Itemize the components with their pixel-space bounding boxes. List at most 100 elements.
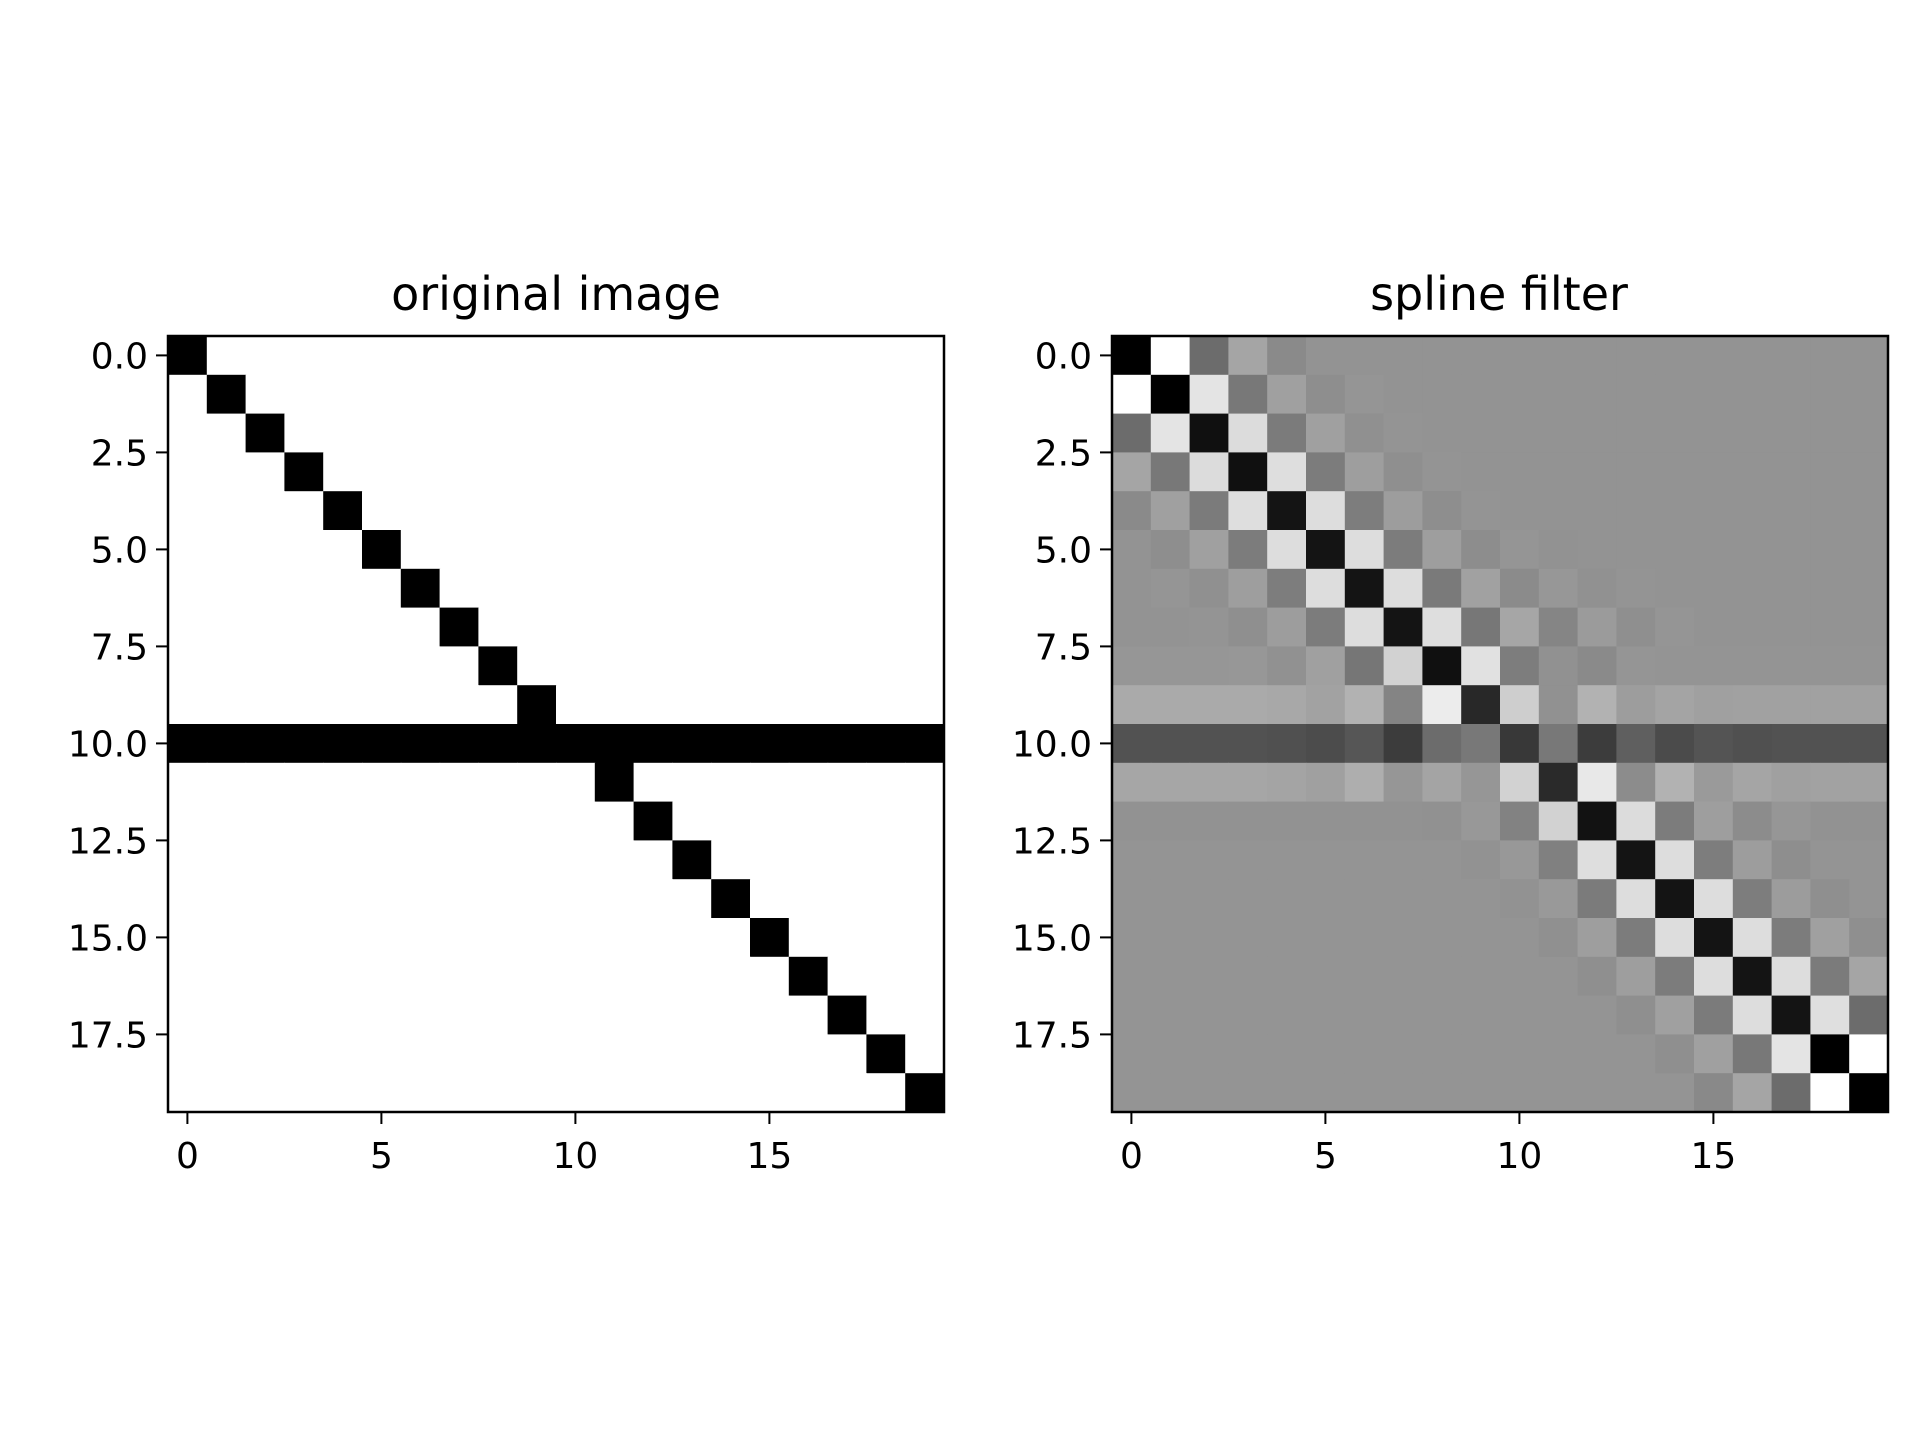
spline-filter-cell — [1616, 374, 1656, 415]
original-image-cell — [672, 1034, 712, 1074]
original-image-cell — [168, 568, 208, 609]
original-image-cell — [284, 840, 324, 880]
spline-filter-cell — [1810, 956, 1850, 997]
original-image-x-tick-label: 10 — [552, 1136, 598, 1177]
original-image-cell — [245, 801, 285, 841]
spline-filter-cell — [1344, 840, 1385, 880]
original-image-cell — [168, 1034, 208, 1074]
original-image-cell — [672, 995, 712, 1035]
spline-filter-cell — [1810, 995, 1850, 1035]
spline-filter-cell — [1694, 336, 1734, 376]
spline-filter-cell — [1344, 491, 1385, 531]
spline-filter-cell — [1500, 336, 1540, 376]
original-image-cell — [400, 336, 441, 376]
spline-filter-cell — [1422, 452, 1462, 492]
spline-filter-cell — [1422, 568, 1462, 609]
spline-filter-cell — [1694, 879, 1734, 919]
spline-filter-cell — [1383, 530, 1423, 570]
original-image-cell — [594, 646, 635, 686]
spline-filter-cell — [1228, 607, 1268, 647]
original-image-cell — [711, 995, 751, 1035]
spline-filter-cell — [1267, 724, 1307, 764]
original-image-cell — [323, 724, 363, 764]
spline-filter-cell — [1306, 607, 1346, 647]
original-image-cell — [362, 724, 402, 764]
original-image-cell — [788, 918, 829, 958]
spline-filter-cell — [1422, 646, 1462, 686]
original-image-cell — [284, 918, 324, 958]
original-image-cell — [750, 452, 790, 492]
spline-filter-cell — [1228, 956, 1268, 997]
original-image-cell — [284, 956, 324, 997]
original-image-cell — [633, 801, 673, 841]
spline-filter-cell — [1461, 1073, 1501, 1113]
spline-filter-cell — [1344, 646, 1385, 686]
original-image-cell — [672, 1073, 712, 1113]
original-image-cell — [323, 1073, 363, 1113]
original-image-cell — [827, 762, 867, 803]
original-image-cell — [245, 607, 285, 647]
spline-filter-cell — [1422, 374, 1462, 415]
spline-filter-cell — [1344, 879, 1385, 919]
original-image-cell — [750, 1073, 790, 1113]
spline-filter-cell — [1849, 452, 1889, 492]
spline-filter-cell — [1461, 607, 1501, 647]
original-image-cell — [788, 1034, 829, 1074]
original-image-cell — [400, 491, 441, 531]
original-image-cell — [633, 336, 673, 376]
spline-filter-cell — [1383, 374, 1423, 415]
original-image-cell — [827, 413, 867, 453]
original-image-cell — [478, 840, 518, 880]
spline-filter-cell — [1771, 1073, 1811, 1113]
spline-filter-cell — [1849, 413, 1889, 453]
original-image-cell — [788, 956, 829, 997]
spline-filter-cell — [1732, 607, 1773, 647]
original-image-cell — [400, 995, 441, 1035]
spline-filter-cell — [1849, 646, 1889, 686]
spline-filter-cell — [1538, 568, 1579, 609]
spline-filter-cell — [1228, 762, 1268, 803]
spline-filter-cell — [1189, 568, 1229, 609]
original-image-cell — [284, 995, 324, 1035]
spline-filter-cell — [1538, 724, 1579, 764]
original-image-cell — [788, 452, 829, 492]
spline-filter-cell — [1616, 879, 1656, 919]
original-image-cell — [866, 801, 906, 841]
spline-filter-cell — [1655, 336, 1695, 376]
spline-filter-cell — [1306, 413, 1346, 453]
spline-filter-cell — [1112, 956, 1152, 997]
spline-filter-cell — [1694, 646, 1734, 686]
spline-filter-cell — [1383, 336, 1423, 376]
spline-filter-cell — [1732, 452, 1773, 492]
original-image-cell — [245, 452, 285, 492]
original-image-cell — [672, 607, 712, 647]
spline-filter-cell — [1189, 646, 1229, 686]
spline-filter-cell — [1267, 1034, 1307, 1074]
original-image-cell — [633, 452, 673, 492]
spline-filter-cell — [1616, 724, 1656, 764]
original-image-cell — [905, 1034, 945, 1074]
spline-filter-cell — [1810, 879, 1850, 919]
spline-filter-cell — [1189, 413, 1229, 453]
original-image-cell — [400, 452, 441, 492]
spline-filter-cell — [1344, 918, 1385, 958]
original-image-cell — [866, 413, 906, 453]
spline-filter-cell — [1383, 879, 1423, 919]
original-image-cell — [517, 762, 557, 803]
original-image-cell — [905, 685, 945, 725]
spline-filter-cell — [1500, 374, 1540, 415]
spline-filter-cell — [1849, 956, 1889, 997]
original-image-cell — [750, 995, 790, 1035]
spline-filter-cell — [1150, 956, 1191, 997]
original-image-cell — [788, 374, 829, 415]
spline-filter-cell — [1732, 801, 1773, 841]
original-image-cell — [168, 724, 208, 764]
original-image-cell — [478, 452, 518, 492]
spline-filter-cell — [1267, 995, 1307, 1035]
original-image-cell — [245, 918, 285, 958]
original-image-cell — [827, 374, 867, 415]
spline-filter-cell — [1422, 607, 1462, 647]
original-image-x-tick-label: 5 — [370, 1136, 393, 1177]
spline-filter-cell — [1732, 685, 1773, 725]
original-image-y-tick-label: 7.5 — [91, 627, 148, 668]
